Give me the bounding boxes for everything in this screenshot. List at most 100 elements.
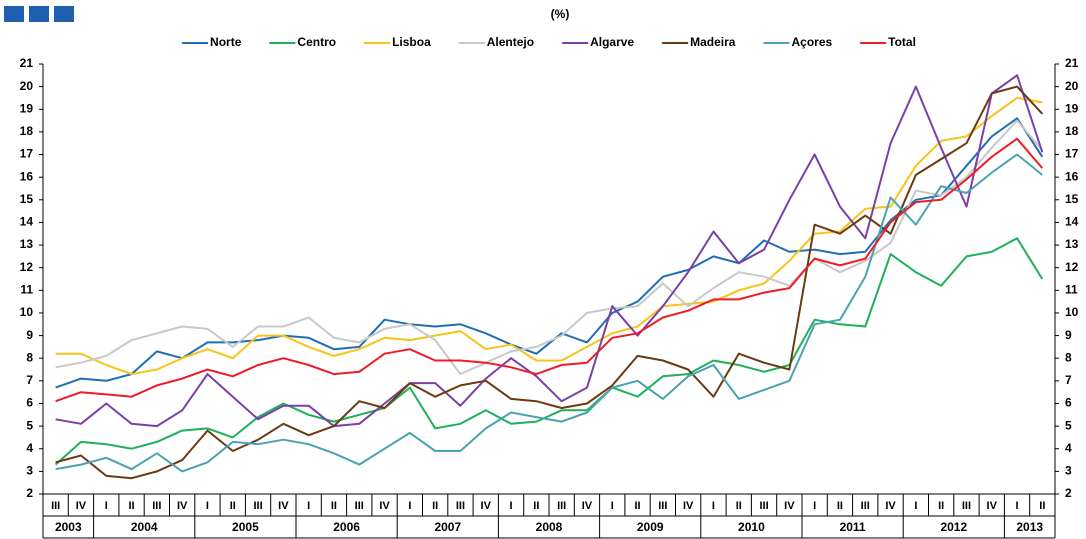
x-tick-label: IV xyxy=(582,500,593,512)
y-tick-label: 8 xyxy=(1065,350,1072,364)
x-tick-label: III xyxy=(962,500,971,512)
y-tick-label: 11 xyxy=(1065,282,1078,296)
x-tick-label: IV xyxy=(683,500,694,512)
y-tick-label: 19 xyxy=(20,101,34,115)
logo-block xyxy=(29,6,49,22)
x-group-label: 2012 xyxy=(940,520,967,534)
x-group-label: 2004 xyxy=(131,520,158,534)
y-tick-label: 14 xyxy=(20,215,34,229)
logo-block xyxy=(54,6,74,22)
x-tick-label: I xyxy=(914,500,917,512)
series-line xyxy=(55,85,1044,480)
x-group-label: 2010 xyxy=(738,520,765,534)
series-line xyxy=(55,119,1044,376)
legend-label: Lisboa xyxy=(392,35,431,49)
y-tick-label: 18 xyxy=(1065,124,1079,138)
x-tick-label: IV xyxy=(987,500,998,512)
legend: Norte Centro Lisboa Alentejo Algarve Madeira A… xyxy=(182,35,916,49)
x-tick-label: II xyxy=(938,500,944,512)
y-tick-label: 6 xyxy=(1065,396,1072,410)
x-tick-label: II xyxy=(128,500,134,512)
y-tick-label: 20 xyxy=(20,79,34,93)
x-group-label: 2006 xyxy=(333,520,360,534)
y-tick-label: 10 xyxy=(20,305,34,319)
x-tick-label: II xyxy=(837,500,843,512)
x-group-label: 2009 xyxy=(637,520,664,534)
y-tick-label: 9 xyxy=(1065,328,1072,342)
legend-label: Madeira xyxy=(690,35,736,49)
x-tick-label: II xyxy=(1039,500,1045,512)
x-tick-label: III xyxy=(456,500,465,512)
x-group-label: 2011 xyxy=(840,520,866,534)
y-tick-label: 17 xyxy=(20,147,34,161)
y-tick-label: 8 xyxy=(26,350,33,364)
x-tick-label: I xyxy=(611,500,614,512)
legend-label: Açores xyxy=(791,35,832,49)
x-tick-label: I xyxy=(1016,500,1019,512)
y-tick-label: 21 xyxy=(1065,56,1079,70)
x-tick-label: IV xyxy=(885,500,896,512)
x-group-label: 2007 xyxy=(434,520,461,534)
x-tick-label: I xyxy=(712,500,715,512)
logo-block xyxy=(4,6,24,22)
y-tick-label: 13 xyxy=(1065,237,1079,251)
x-tick-label: II xyxy=(634,500,640,512)
x-tick-label: II xyxy=(432,500,438,512)
x-tick-label: IV xyxy=(379,500,390,512)
y-tick-label: 4 xyxy=(1065,441,1072,455)
x-tick-label: III xyxy=(557,500,566,512)
y-tick-label: 14 xyxy=(1065,215,1079,229)
legend-label: Centro xyxy=(297,35,336,49)
y-tick-label: 21 xyxy=(20,56,34,70)
legend-label: Algarve xyxy=(590,35,634,49)
x-tick-label: IV xyxy=(784,500,795,512)
series-line xyxy=(55,137,1044,403)
y-tick-label: 5 xyxy=(26,418,33,432)
x-tick-label: IV xyxy=(76,500,87,512)
x-tick-label: III xyxy=(759,500,768,512)
chart-subtitle: (%) xyxy=(551,7,570,21)
y-tick-label: 3 xyxy=(26,464,33,478)
x-tick-label: IV xyxy=(481,500,492,512)
x-group-label: 2003 xyxy=(55,520,82,534)
x-tick-label: II xyxy=(736,500,742,512)
y-tick-label: 10 xyxy=(1065,305,1079,319)
y-tick-label: 3 xyxy=(1065,464,1072,478)
x-group-label: 2008 xyxy=(536,520,563,534)
y-tick-label: 12 xyxy=(20,260,34,274)
y-tick-label: 9 xyxy=(26,328,33,342)
x-tick-label: III xyxy=(658,500,667,512)
y-tick-label: 16 xyxy=(20,169,34,183)
x-tick-label: I xyxy=(813,500,816,512)
y-tick-label: 12 xyxy=(1065,260,1079,274)
x-group-label: 2013 xyxy=(1016,520,1043,534)
series-line xyxy=(55,96,1043,376)
x-tick-label: I xyxy=(307,500,310,512)
y-tick-label: 11 xyxy=(20,282,33,296)
legend-label: Total xyxy=(888,35,916,49)
y-tick-label: 7 xyxy=(1065,373,1072,387)
x-tick-label: III xyxy=(355,500,364,512)
x-tick-label: III xyxy=(152,500,161,512)
series-line xyxy=(55,74,1044,428)
x-tick-label: III xyxy=(253,500,262,512)
y-tick-label: 20 xyxy=(1065,79,1079,93)
y-tick-label: 5 xyxy=(1065,418,1072,432)
x-tick-label: II xyxy=(230,500,236,512)
y-tick-label: 17 xyxy=(1065,147,1079,161)
y-tick-label: 16 xyxy=(1065,169,1079,183)
x-tick-label: III xyxy=(861,500,870,512)
x-tick-label: IV xyxy=(177,500,188,512)
legend-label: Alentejo xyxy=(487,35,534,49)
y-tick-label: 13 xyxy=(20,237,34,251)
y-tick-label: 18 xyxy=(20,124,34,138)
series-line xyxy=(55,153,1043,473)
y-tick-label: 6 xyxy=(26,396,33,410)
x-group-label: 2005 xyxy=(232,520,259,534)
y-tick-label: 19 xyxy=(1065,101,1079,115)
x-tick-label: I xyxy=(206,500,209,512)
x-tick-label: I xyxy=(105,500,108,512)
series-line xyxy=(54,237,1044,466)
y-tick-label: 2 xyxy=(1065,486,1072,500)
